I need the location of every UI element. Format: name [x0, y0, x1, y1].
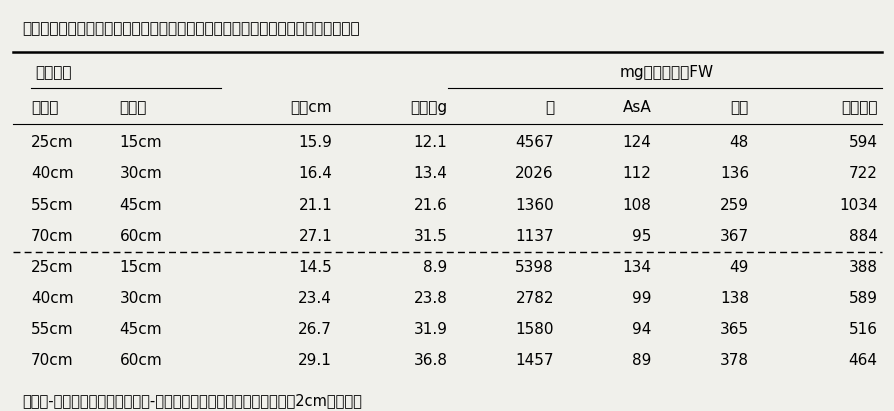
Text: 55cm: 55cm: [30, 322, 73, 337]
Text: 2782: 2782: [515, 291, 553, 306]
Text: 上４段-遮根シートなし、下４段-遮根シートを上昇後の地下水面より2cm上に敷設: 上４段-遮根シートなし、下４段-遮根シートを上昇後の地下水面より2cm上に敷設: [21, 393, 361, 409]
Text: 95: 95: [631, 229, 651, 244]
Text: 12.1: 12.1: [413, 135, 447, 150]
Text: mg／１００ｇFW: mg／１００ｇFW: [620, 65, 713, 80]
Text: 49: 49: [729, 260, 748, 275]
Text: 70cm: 70cm: [30, 229, 73, 244]
Text: 1137: 1137: [515, 229, 553, 244]
Text: 388: 388: [848, 260, 876, 275]
Text: 硝酸: 硝酸: [730, 100, 748, 115]
Text: 60cm: 60cm: [119, 229, 162, 244]
Text: 378: 378: [719, 353, 748, 368]
Text: 259: 259: [719, 198, 748, 212]
Text: 31.5: 31.5: [413, 229, 447, 244]
Text: 55cm: 55cm: [30, 198, 73, 212]
Text: 70cm: 70cm: [30, 353, 73, 368]
Text: 94: 94: [631, 322, 651, 337]
Text: 葉長cm: 葉長cm: [291, 100, 332, 115]
Text: 89: 89: [631, 353, 651, 368]
Text: 21.6: 21.6: [413, 198, 447, 212]
Text: 722: 722: [848, 166, 876, 181]
Text: 884: 884: [848, 229, 876, 244]
Text: 26.7: 26.7: [298, 322, 332, 337]
Text: 15.9: 15.9: [298, 135, 332, 150]
Text: 15cm: 15cm: [119, 260, 162, 275]
Text: 516: 516: [848, 322, 876, 337]
Text: 40cm: 40cm: [30, 166, 73, 181]
Text: 108: 108: [622, 198, 651, 212]
Text: AsA: AsA: [622, 100, 651, 115]
Text: 136: 136: [719, 166, 748, 181]
Text: 14.5: 14.5: [299, 260, 332, 275]
Text: 4567: 4567: [515, 135, 553, 150]
Text: シュウ酸: シュウ酸: [840, 100, 876, 115]
Text: 30cm: 30cm: [119, 291, 162, 306]
Text: 一株重g: 一株重g: [410, 100, 447, 115]
Text: 1360: 1360: [515, 198, 553, 212]
Text: 糖: 糖: [544, 100, 553, 115]
Text: 表２　地下水位上昇下の遮根シート敷設がホウレンソウの生育、品質に及ぼす影響: 表２ 地下水位上昇下の遮根シート敷設がホウレンソウの生育、品質に及ぼす影響: [21, 21, 359, 36]
Text: 45cm: 45cm: [119, 198, 162, 212]
Text: 29.1: 29.1: [298, 353, 332, 368]
Text: 1457: 1457: [515, 353, 553, 368]
Text: 25cm: 25cm: [30, 135, 73, 150]
Text: 23.4: 23.4: [298, 291, 332, 306]
Text: 25cm: 25cm: [30, 260, 73, 275]
Text: 138: 138: [719, 291, 748, 306]
Text: 36.8: 36.8: [413, 353, 447, 368]
Text: 15cm: 15cm: [119, 135, 162, 150]
Text: 60cm: 60cm: [119, 353, 162, 368]
Text: 地下水位: 地下水位: [35, 65, 72, 80]
Text: 45cm: 45cm: [119, 322, 162, 337]
Text: 16.4: 16.4: [298, 166, 332, 181]
Text: 112: 112: [622, 166, 651, 181]
Text: 31.9: 31.9: [413, 322, 447, 337]
Text: 8.9: 8.9: [423, 260, 447, 275]
Text: 594: 594: [848, 135, 876, 150]
Text: 上昇後: 上昇後: [119, 100, 147, 115]
Text: 367: 367: [719, 229, 748, 244]
Text: 23.8: 23.8: [413, 291, 447, 306]
Text: 30cm: 30cm: [119, 166, 162, 181]
Text: 464: 464: [848, 353, 876, 368]
Text: 134: 134: [621, 260, 651, 275]
Text: 1580: 1580: [515, 322, 553, 337]
Text: 99: 99: [631, 291, 651, 306]
Text: 5398: 5398: [515, 260, 553, 275]
Text: 上昇前: 上昇前: [30, 100, 58, 115]
Text: 27.1: 27.1: [299, 229, 332, 244]
Text: 589: 589: [848, 291, 876, 306]
Text: 365: 365: [719, 322, 748, 337]
Text: 124: 124: [622, 135, 651, 150]
Text: 40cm: 40cm: [30, 291, 73, 306]
Text: 13.4: 13.4: [413, 166, 447, 181]
Text: 21.1: 21.1: [299, 198, 332, 212]
Text: 2026: 2026: [515, 166, 553, 181]
Text: 1034: 1034: [838, 198, 876, 212]
Text: 48: 48: [729, 135, 748, 150]
